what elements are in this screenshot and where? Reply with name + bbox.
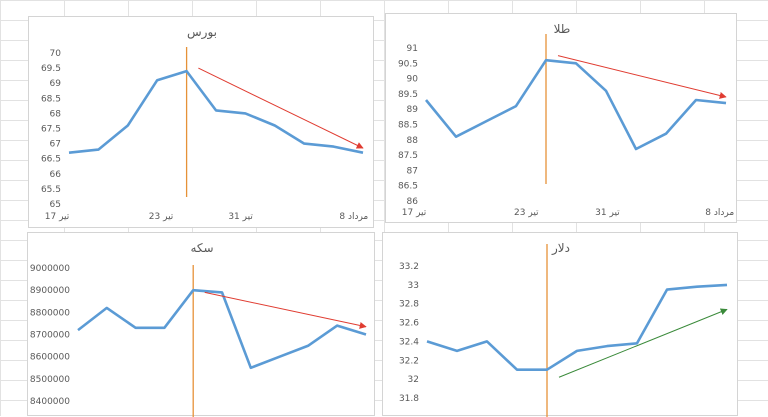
y-tick-label: 90: [407, 75, 419, 85]
chart-title: بورس: [187, 25, 217, 40]
y-tick-label: 8700000: [30, 331, 70, 341]
y-tick-label: 69: [50, 79, 62, 89]
trend-arrow: [559, 309, 727, 377]
chart-title: سکه: [190, 241, 213, 255]
chart-coin[interactable]: سکه 8400000 8500000 8600000 8700000 8800000 89…: [27, 232, 375, 416]
trend-arrow: [558, 56, 726, 97]
y-tick-label: 32.4: [399, 337, 419, 347]
y-tick-label: 8600000: [30, 353, 70, 363]
x-tick-label: 31 تیر: [228, 212, 253, 222]
y-tick-label: 67: [50, 140, 61, 150]
chart-dollar[interactable]: دلار 31.8 32 32.2 32.4 32.6 32.8 33 33.2: [382, 232, 738, 416]
y-tick-label: 91: [407, 44, 418, 54]
y-tick-label: 32.6: [399, 319, 419, 329]
y-tick-label: 87: [407, 166, 418, 176]
chart-svg-dollar: دلار 31.8 32 32.2 32.4 32.6 32.8 33 33.2: [383, 233, 739, 417]
y-tick-label: 90.5: [398, 59, 418, 69]
x-tick-label: 8 مرداد: [339, 212, 368, 222]
series-line: [426, 60, 726, 149]
y-tick-label: 32.8: [399, 300, 419, 310]
y-tick-label: 66.5: [41, 155, 61, 165]
y-tick-label: 65.5: [41, 185, 61, 195]
y-tick-label: 31.8: [399, 394, 419, 404]
chart-gold[interactable]: طلا 86 86.5 87 87.5 88 88.5 89 89.5 90 90.5 91 17 تی…: [385, 13, 737, 223]
x-tick-label: 23 تیر: [514, 208, 539, 218]
x-tick-label: 17 تیر: [45, 212, 70, 222]
chart-bourse[interactable]: بورس 65 65.5 66 66.5 67 67.5 68 68.5 69 69.5 70 17 ت…: [28, 16, 374, 228]
y-tick-label: 69.5: [41, 64, 61, 74]
y-tick-label: 32: [408, 375, 419, 385]
y-tick-label: 32.2: [399, 356, 419, 366]
y-tick-label: 33.2: [399, 262, 419, 272]
chart-title: طلا: [554, 22, 571, 36]
y-tick-label: 8400000: [30, 397, 70, 407]
y-tick-label: 86: [407, 197, 419, 207]
y-tick-label: 68.5: [41, 94, 61, 104]
chart-svg-coin: سکه 8400000 8500000 8600000 8700000 8800000 89…: [28, 233, 376, 417]
chart-svg-gold: طلا 86 86.5 87 87.5 88 88.5 89 89.5 90 90.5 91 17 تی…: [386, 14, 738, 224]
y-tick-label: 70: [50, 49, 62, 59]
y-tick-label: 88: [407, 136, 419, 146]
y-tick-label: 89.5: [398, 90, 418, 100]
y-tick-label: 89: [407, 105, 419, 115]
y-tick-label: 9000000: [30, 264, 70, 274]
series-line: [78, 290, 366, 368]
y-tick-label: 88.5: [398, 121, 418, 131]
x-tick-label: 17 تیر: [402, 208, 427, 218]
x-tick-label: 31 تیر: [595, 208, 620, 218]
chart-title: دلار: [551, 241, 570, 256]
chart-svg-bourse: بورس 65 65.5 66 66.5 67 67.5 68 68.5 69 69.5 70 17 ت…: [29, 17, 375, 229]
y-tick-label: 8900000: [30, 286, 70, 296]
y-tick-label: 86.5: [398, 182, 418, 192]
y-tick-label: 8800000: [30, 308, 70, 318]
y-tick-label: 65: [50, 200, 61, 210]
y-tick-label: 87.5: [398, 151, 418, 161]
series-line: [69, 71, 363, 153]
trend-arrow: [198, 68, 363, 148]
y-tick-label: 8500000: [30, 375, 70, 385]
x-tick-label: 23 تیر: [149, 212, 174, 222]
x-tick-label: 8 مرداد: [705, 208, 734, 218]
y-tick-label: 67.5: [41, 125, 61, 135]
y-tick-label: 33: [408, 281, 419, 291]
y-tick-label: 68: [50, 109, 62, 119]
y-tick-label: 66: [50, 170, 62, 180]
